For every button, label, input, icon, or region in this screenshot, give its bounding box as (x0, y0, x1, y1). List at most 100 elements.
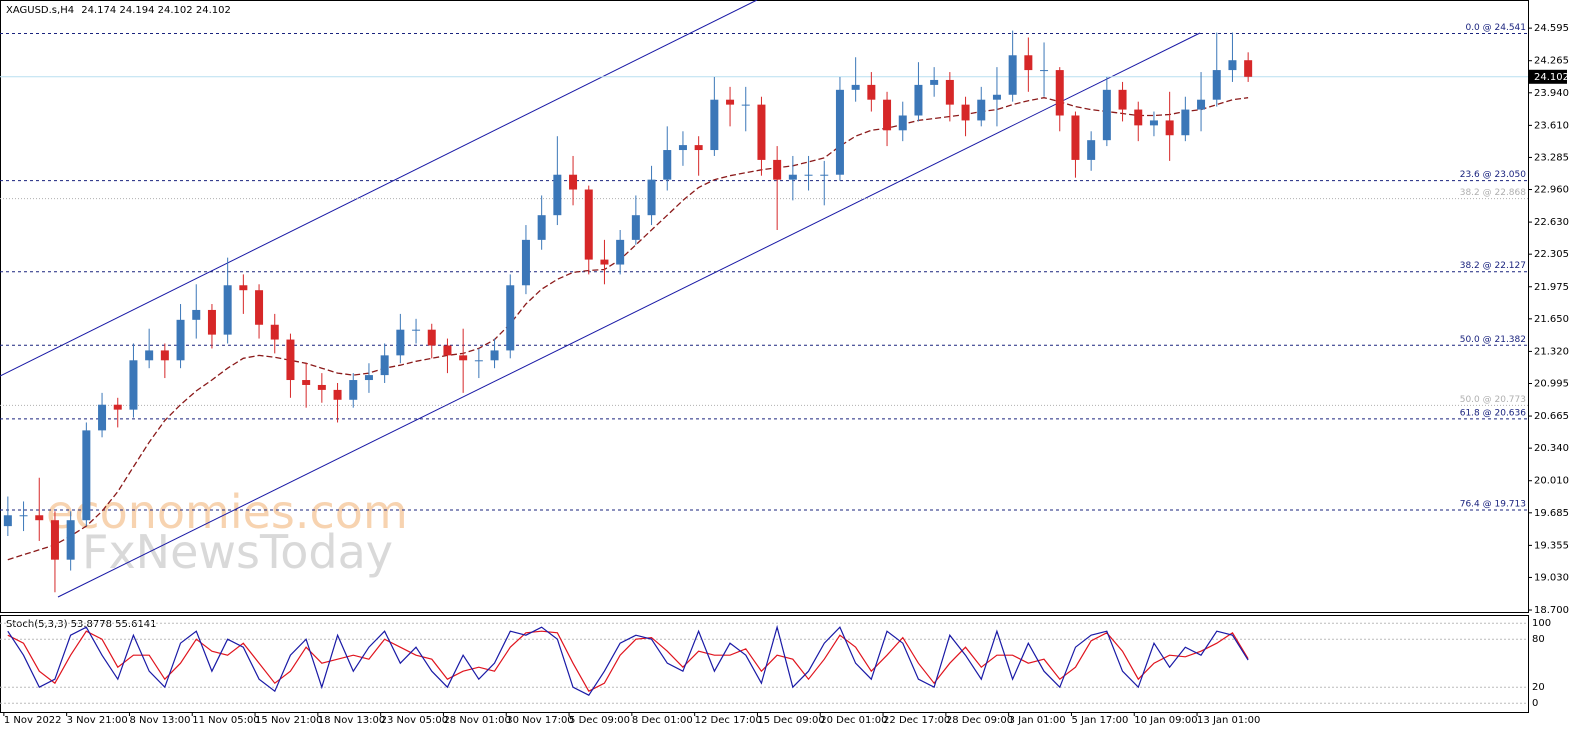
candle-body (98, 404, 107, 431)
candle-body (569, 174, 578, 190)
symbol: XAGUSD.s,H4 (6, 5, 74, 16)
fib-label: 50.0 @ 21.382 (1460, 335, 1526, 345)
candle-body (1165, 120, 1174, 136)
candle-body (726, 99, 735, 105)
x-tick-label: 15 Dec 09:00 (757, 715, 824, 726)
y-tick-label: 22.960 (1534, 185, 1569, 196)
candle-body (553, 174, 562, 216)
candle-body (490, 350, 499, 361)
candle-body (1134, 109, 1143, 126)
quote-high: 24.194 (119, 5, 154, 16)
candle-body (3, 515, 12, 527)
candle-body (255, 290, 264, 325)
candle-body (349, 380, 358, 400)
quote-low: 24.102 (158, 5, 193, 16)
candle-body (977, 99, 986, 121)
y-tick-label: 24.595 (1534, 23, 1569, 34)
candle-body (898, 115, 907, 131)
x-tick-label: 15 Nov 21:00 (255, 715, 322, 726)
candle-body (867, 84, 876, 100)
candle-body (930, 79, 939, 85)
candle-body (270, 324, 279, 340)
x-tick-label: 20 Dec 01:00 (820, 715, 887, 726)
fib-label: 61.8 @ 20.636 (1460, 408, 1527, 418)
candle-body (600, 259, 609, 265)
candle-body (883, 99, 892, 131)
candle-body (741, 104, 750, 106)
candle-body (851, 84, 860, 90)
candle-body (50, 520, 59, 560)
candle-body (1197, 99, 1206, 110)
x-tick-label: 1 Nov 2022 (4, 715, 62, 726)
x-tick-label: 28 Nov 01:00 (443, 715, 510, 726)
candle-body (396, 329, 405, 356)
oscillator-label: Stoch(5,3,3) 53.8778 55.6141 (6, 619, 157, 630)
candle-body (113, 404, 122, 410)
candle-body (207, 309, 216, 335)
candle-body (992, 94, 1001, 100)
x-tick-label: 12 Dec 17:00 (695, 715, 762, 726)
candle-body (631, 215, 640, 240)
candle-body (176, 319, 185, 361)
chart-header: XAGUSD.s,H4 24.174 24.194 24.102 24.102 (6, 5, 231, 16)
x-tick-label: 3 Jan 01:00 (1009, 715, 1066, 726)
osc-tick-label: 20 (1532, 682, 1545, 693)
candle-body (82, 430, 91, 521)
osc-tick-label: 100 (1532, 618, 1551, 629)
candle-body (317, 384, 326, 390)
candle-body (1102, 89, 1111, 141)
x-tick-label: 28 Dec 09:00 (946, 715, 1013, 726)
candle-body (145, 350, 154, 361)
fib-label: 38.2 @ 22.127 (1460, 261, 1526, 271)
candle-body (961, 104, 970, 121)
candle-body (1024, 55, 1033, 71)
candle-body (443, 345, 452, 356)
osc-tick-label: 80 (1532, 634, 1545, 645)
candle-body (1071, 115, 1080, 160)
x-tick-label: 18 Nov 13:00 (318, 715, 385, 726)
y-tick-label: 19.030 (1534, 572, 1569, 583)
candle-body (1149, 120, 1158, 126)
y-tick-label: 20.010 (1534, 476, 1569, 487)
oscillator-panel (0, 615, 1529, 713)
x-tick-label: 5 Dec 09:00 (569, 715, 630, 726)
candle-body (694, 145, 703, 151)
price-box (1529, 69, 1567, 84)
candle-body (647, 179, 656, 216)
candle-body (412, 329, 421, 331)
candle-body (129, 360, 138, 410)
watermark: economies.com (46, 485, 408, 539)
channel-upper (0, 0, 758, 377)
quote-close: 24.102 (196, 5, 231, 16)
candle-body (1244, 60, 1253, 77)
candle-body (773, 159, 782, 180)
candle-body (223, 285, 232, 335)
candle-body (757, 104, 766, 160)
candle-body (427, 329, 436, 346)
y-tick-label: 23.285 (1534, 152, 1569, 163)
candle-body (459, 355, 468, 361)
y-tick-label: 21.650 (1534, 314, 1569, 325)
candle-body (506, 285, 515, 351)
y-tick-label: 18.700 (1534, 605, 1569, 616)
candle-body (835, 89, 844, 175)
candle-body (302, 380, 311, 385)
quote-open: 24.174 (81, 5, 116, 16)
candle-body (1087, 140, 1096, 160)
fib-label: 0.0 @ 24.541 (1465, 23, 1526, 33)
candle-body (35, 515, 44, 521)
x-tick-label: 22 Dec 17:00 (883, 715, 950, 726)
x-tick-label: 13 Jan 01:00 (1197, 715, 1260, 726)
candle-body (160, 350, 169, 361)
fib-label: 76.4 @ 19.713 (1460, 500, 1526, 510)
y-tick-label: 20.995 (1534, 378, 1569, 389)
candle-body (584, 189, 593, 260)
price-box-label: 24.102 (1534, 72, 1569, 83)
candle-body (1118, 89, 1127, 110)
y-tick-label: 19.355 (1534, 540, 1569, 551)
candle-body (286, 339, 295, 381)
candle-body (380, 355, 389, 376)
fib-label: 38.2 @ 22.868 (1460, 188, 1527, 198)
osc-signal (7, 630, 1249, 692)
